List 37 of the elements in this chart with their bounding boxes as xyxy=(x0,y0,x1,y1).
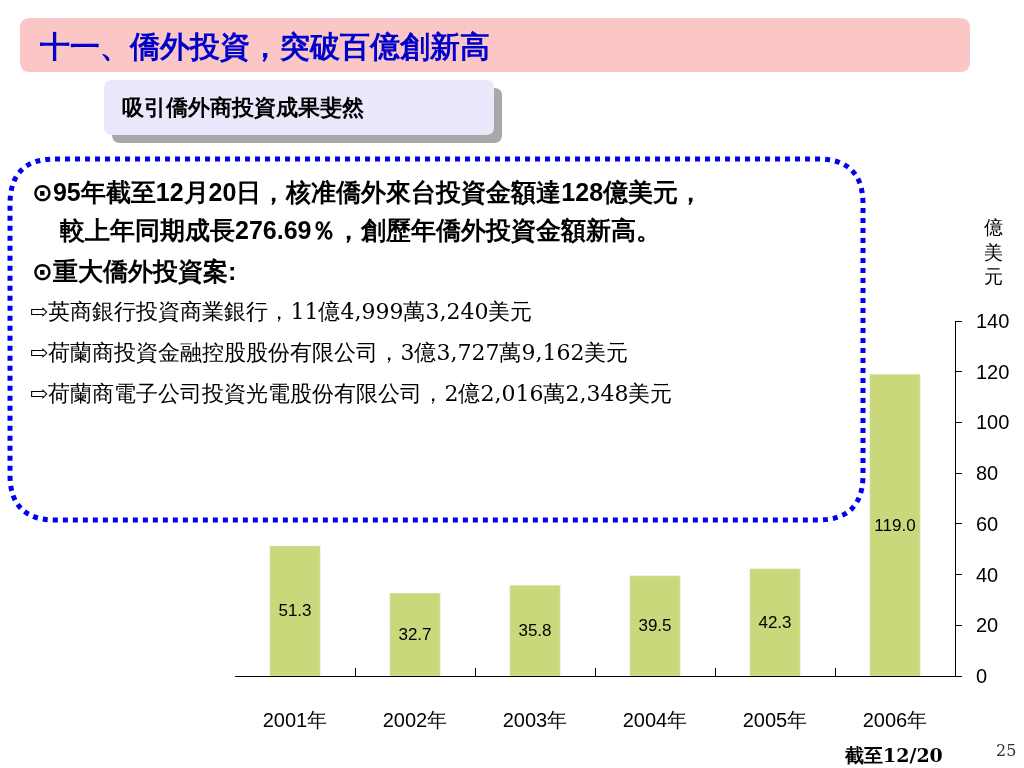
bar xyxy=(509,584,561,676)
y-axis-title: 億美元 xyxy=(984,217,1003,288)
y-tick-label: 0 xyxy=(976,665,988,687)
text: 較上年同期成長276.69％，創歷年僑外投資金額新高。 xyxy=(60,216,662,244)
y-tick-label: 80 xyxy=(976,462,999,485)
x-tick-label: 2005年 xyxy=(742,709,808,731)
bar xyxy=(869,374,921,676)
chart-subtitle: 吸引僑外商投資成果斐然 xyxy=(122,95,365,120)
data-label: 32.7 xyxy=(398,625,432,645)
text: ⊙重大僑外投資案: xyxy=(32,257,237,285)
y-tick-label: 40 xyxy=(976,563,999,586)
bar xyxy=(269,545,321,676)
data-label: 51.3 xyxy=(278,601,312,621)
text: 截至12/20 xyxy=(844,744,943,766)
y-tick-label: 140 xyxy=(976,310,1010,332)
y-tick-label: 20 xyxy=(976,614,999,637)
x-tick-label: 2003年 xyxy=(502,709,568,731)
y-tick-label: 60 xyxy=(976,512,999,535)
data-label: 119.0 xyxy=(874,515,916,535)
x-tick-label: 2001年 xyxy=(262,709,328,731)
x-tick-label: 2004年 xyxy=(622,709,688,731)
x-tick-label: 2002年 xyxy=(382,709,448,731)
bar xyxy=(389,592,441,676)
y-tick-label: 120 xyxy=(976,360,1010,383)
data-label: 42.3 xyxy=(758,612,792,632)
data-label: 39.5 xyxy=(638,616,672,636)
text: 25 xyxy=(996,741,1017,760)
text: ⊙95年截至12月20日，核准僑外來台投資金額達128億美元， xyxy=(32,178,704,206)
bar xyxy=(749,568,801,676)
y-tick-label: 100 xyxy=(976,411,1010,434)
x-tick-label: 2006年 xyxy=(862,709,928,731)
chart-title: 十一、僑外投資，突破百億創新高 xyxy=(39,28,490,64)
bar xyxy=(629,575,681,676)
annotation: ⇨荷蘭商投資金融控股股份有限公司，3億3,727萬9,162美元 xyxy=(30,340,629,365)
data-label: 35.8 xyxy=(518,621,552,641)
annotation: ⇨英商銀行投資商業銀行，11億4,999萬3,240美元 xyxy=(30,299,533,324)
annotation: ⇨荷蘭商電子公司投資光電股份有限公司，2億2,016萬2,348美元 xyxy=(30,381,673,406)
